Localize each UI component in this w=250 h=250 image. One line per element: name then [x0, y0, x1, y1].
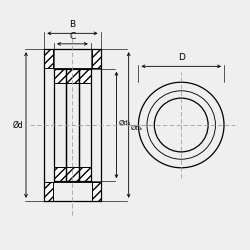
Text: Ødₖ: Ødₖ [130, 124, 143, 130]
Text: C: C [69, 32, 75, 41]
Bar [54, 84, 90, 166]
Text: B: B [70, 20, 75, 29]
Text: D: D [178, 53, 185, 62]
Text: Ød: Ød [12, 120, 23, 130]
Polygon shape [44, 182, 53, 201]
Polygon shape [92, 182, 100, 201]
Text: Ød₁: Ød₁ [118, 120, 131, 126]
Bar [44, 68, 100, 182]
Polygon shape [54, 166, 91, 181]
Polygon shape [44, 49, 53, 68]
Polygon shape [92, 49, 100, 68]
Polygon shape [54, 69, 91, 84]
